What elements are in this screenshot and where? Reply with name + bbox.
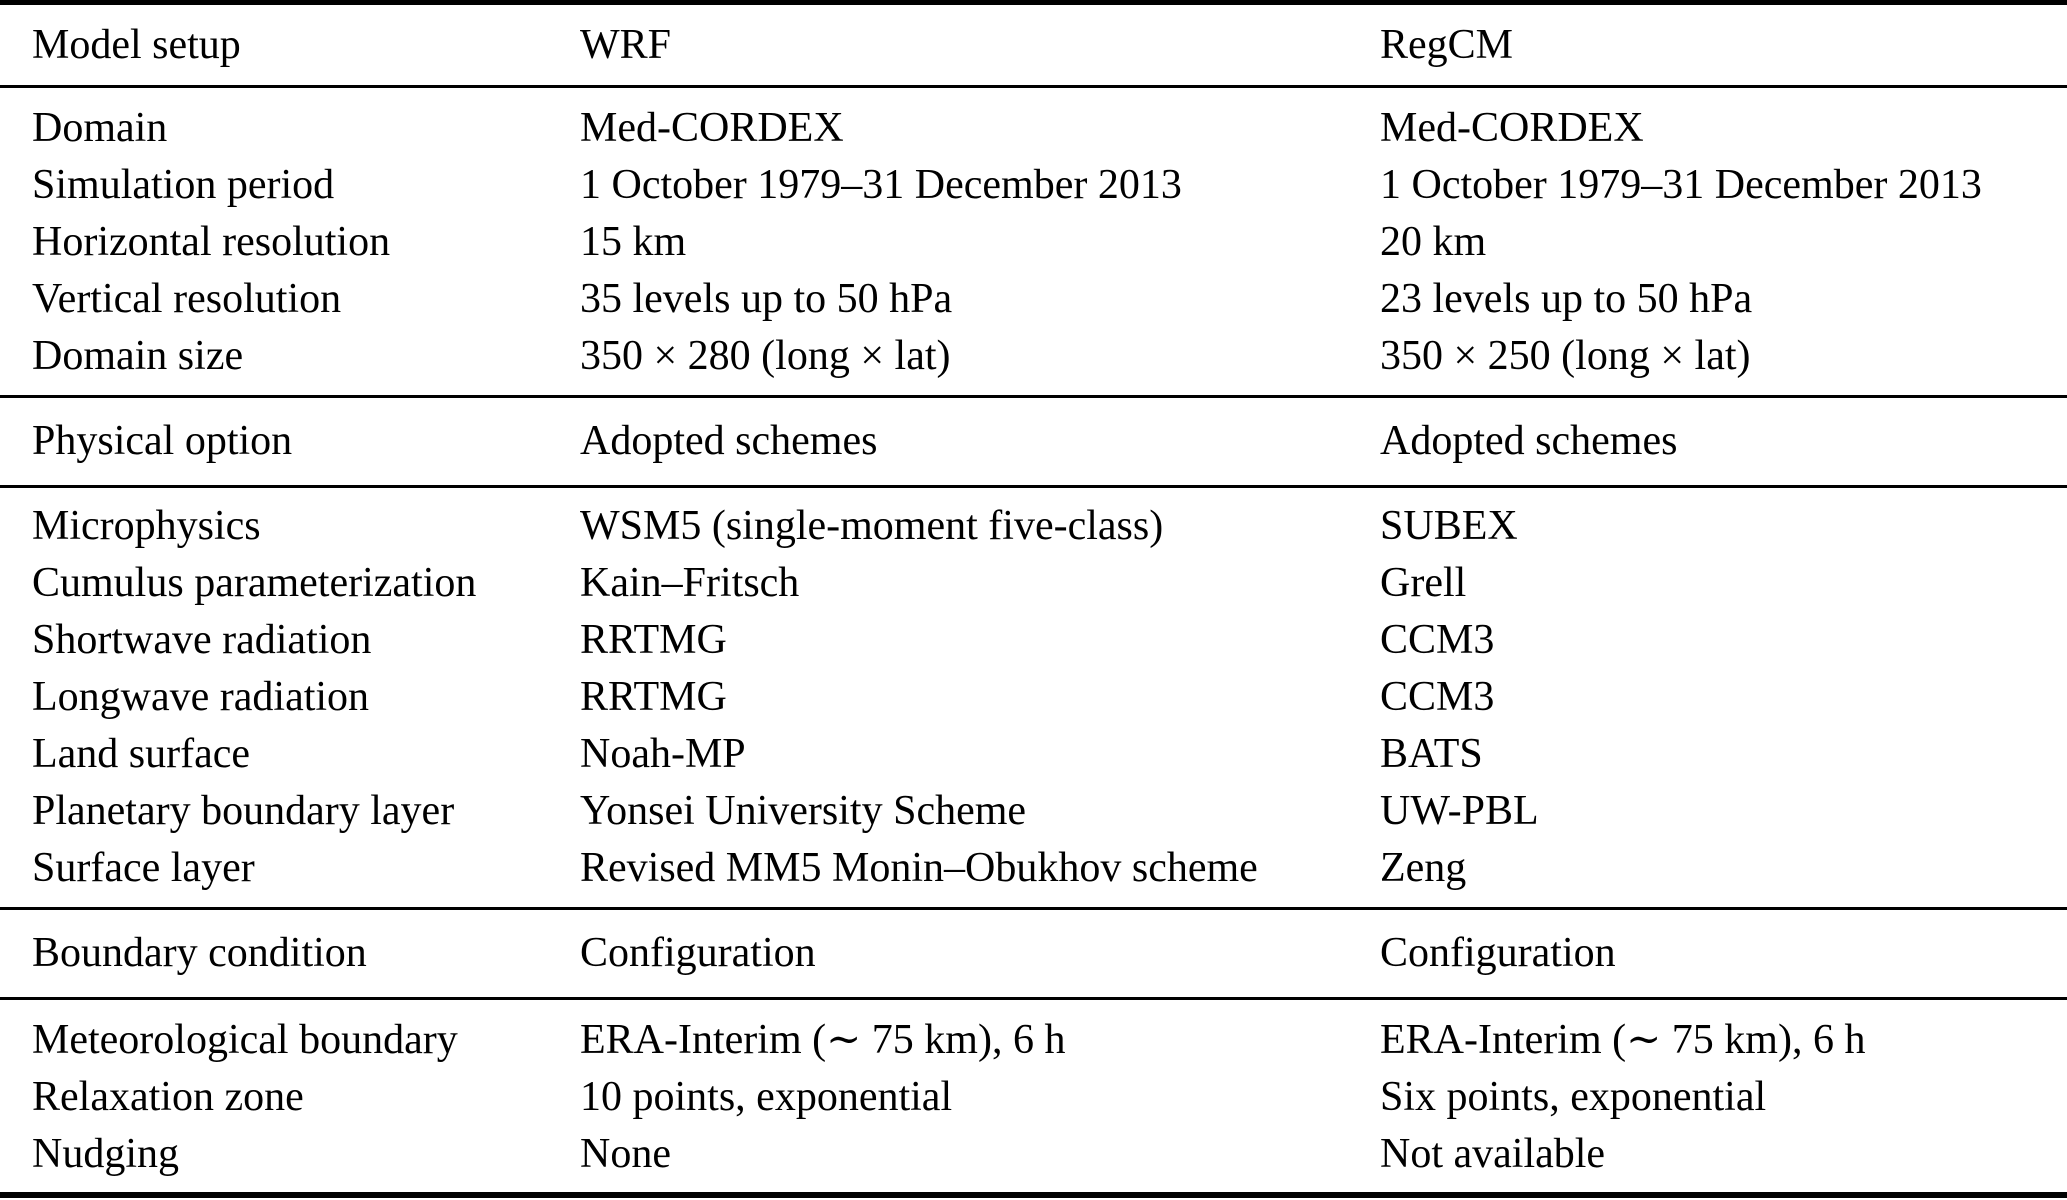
wrf-value: Kain–Fritsch xyxy=(580,560,800,606)
row-microphysics: Microphysics WSM5 (single-moment five-cl… xyxy=(0,498,2067,555)
section-header-boundary-condition: Boundary condition Configuration Configu… xyxy=(0,910,2067,997)
regcm-value: CCM3 xyxy=(1380,674,1495,720)
row-label: Planetary boundary layer xyxy=(32,788,455,834)
row-label: Nudging xyxy=(32,1131,179,1177)
row-label: Simulation period xyxy=(32,162,335,208)
section-header-label: Physical option xyxy=(32,418,293,464)
table-top-rule xyxy=(0,0,2067,5)
table-rule-below-boundary-condition xyxy=(0,997,2067,1000)
wrf-value: Yonsei University Scheme xyxy=(580,788,1027,834)
wrf-value: 15 km xyxy=(580,219,687,265)
section-physical-option: Microphysics WSM5 (single-moment five-cl… xyxy=(0,488,2067,907)
row-label: Surface layer xyxy=(32,845,255,891)
row-simulation-period: Simulation period 1 October 1979–31 Dece… xyxy=(0,157,2067,214)
wrf-value: Revised MM5 Monin–Obukhov scheme xyxy=(580,845,1258,891)
regcm-value: 20 km xyxy=(1380,219,1487,265)
regcm-value: ERA-Interim (∼ 75 km), 6 h xyxy=(1380,1017,1866,1063)
table-bottom-rule xyxy=(0,1192,2067,1198)
regcm-value: 1 October 1979–31 December 2013 xyxy=(1380,162,1982,208)
row-meteorological-boundary: Meteorological boundary ERA-Interim (∼ 7… xyxy=(0,1012,2067,1069)
row-label: Microphysics xyxy=(32,503,261,549)
regcm-value: BATS xyxy=(1380,731,1483,777)
row-label: Vertical resolution xyxy=(32,276,342,322)
wrf-value: 1 October 1979–31 December 2013 xyxy=(580,162,1182,208)
row-land-surface: Land surface Noah-MP BATS xyxy=(0,726,2067,783)
row-label: Longwave radiation xyxy=(32,674,370,720)
row-longwave-radiation: Longwave radiation RRTMG CCM3 xyxy=(0,669,2067,726)
row-label: Domain size xyxy=(32,333,244,379)
section-header-label: Boundary condition xyxy=(32,930,367,976)
section-header-physical-option: Physical option Adopted schemes Adopted … xyxy=(0,398,2067,485)
row-domain: Domain Med-CORDEX Med-CORDEX xyxy=(0,100,2067,157)
row-relaxation-zone: Relaxation zone 10 points, exponential S… xyxy=(0,1069,2067,1126)
row-domain-size: Domain size 350 × 280 (long × lat) 350 ×… xyxy=(0,328,2067,385)
row-label: Domain xyxy=(32,105,168,151)
regcm-value: SUBEX xyxy=(1380,503,1518,549)
regcm-value: CCM3 xyxy=(1380,617,1495,663)
row-label: Land surface xyxy=(32,731,251,777)
regcm-value: Med-CORDEX xyxy=(1380,105,1644,151)
row-vertical-resolution: Vertical resolution 35 levels up to 50 h… xyxy=(0,271,2067,328)
row-surface-layer: Surface layer Revised MM5 Monin–Obukhov … xyxy=(0,840,2067,897)
wrf-value: RRTMG xyxy=(580,674,727,720)
wrf-value: 35 levels up to 50 hPa xyxy=(580,276,953,322)
section-header-wrf: Adopted schemes xyxy=(580,418,878,464)
section-header-wrf: Configuration xyxy=(580,930,816,976)
row-label: Relaxation zone xyxy=(32,1074,304,1120)
column-header-regcm: RegCM xyxy=(1380,22,1514,68)
wrf-value: Med-CORDEX xyxy=(580,105,844,151)
table-rule-below-physical-option xyxy=(0,485,2067,488)
row-planetary-boundary-layer: Planetary boundary layer Yonsei Universi… xyxy=(0,783,2067,840)
table-header-row: Model setup WRF RegCM xyxy=(0,5,2067,85)
wrf-value: Noah-MP xyxy=(580,731,746,777)
row-cumulus-parameterization: Cumulus parameterization Kain–Fritsch Gr… xyxy=(0,555,2067,612)
wrf-value: 350 × 280 (long × lat) xyxy=(580,333,951,379)
wrf-value: None xyxy=(580,1131,671,1177)
column-header-model-setup: Model setup xyxy=(32,22,241,68)
wrf-value: ERA-Interim (∼ 75 km), 6 h xyxy=(580,1017,1066,1063)
row-nudging: Nudging None Not available xyxy=(0,1126,2067,1183)
section-header-regcm: Configuration xyxy=(1380,930,1616,976)
regcm-value: Zeng xyxy=(1380,845,1467,891)
row-horizontal-resolution: Horizontal resolution 15 km 20 km xyxy=(0,214,2067,271)
row-label: Horizontal resolution xyxy=(32,219,391,265)
wrf-value: 10 points, exponential xyxy=(580,1074,953,1120)
regcm-value: Not available xyxy=(1380,1131,1606,1177)
regcm-value: UW-PBL xyxy=(1380,788,1539,834)
table-rule-above-physical-option xyxy=(0,395,2067,398)
section-model-setup: Domain Med-CORDEX Med-CORDEX Simulation … xyxy=(0,88,2067,395)
row-label: Meteorological boundary xyxy=(32,1017,458,1063)
table-rule-above-boundary-condition xyxy=(0,907,2067,910)
row-label: Shortwave radiation xyxy=(32,617,372,663)
wrf-value: RRTMG xyxy=(580,617,727,663)
row-shortwave-radiation: Shortwave radiation RRTMG CCM3 xyxy=(0,612,2067,669)
section-header-regcm: Adopted schemes xyxy=(1380,418,1678,464)
regcm-value: Six points, exponential xyxy=(1380,1074,1767,1120)
table-rule-below-header xyxy=(0,85,2067,88)
wrf-value: WSM5 (single-moment five-class) xyxy=(580,503,1164,549)
column-header-wrf: WRF xyxy=(580,22,672,68)
regcm-value: 23 levels up to 50 hPa xyxy=(1380,276,1753,322)
section-boundary-condition: Meteorological boundary ERA-Interim (∼ 7… xyxy=(0,1000,2067,1192)
row-label: Cumulus parameterization xyxy=(32,560,477,606)
regcm-value: 350 × 250 (long × lat) xyxy=(1380,333,1751,379)
regcm-value: Grell xyxy=(1380,560,1467,606)
